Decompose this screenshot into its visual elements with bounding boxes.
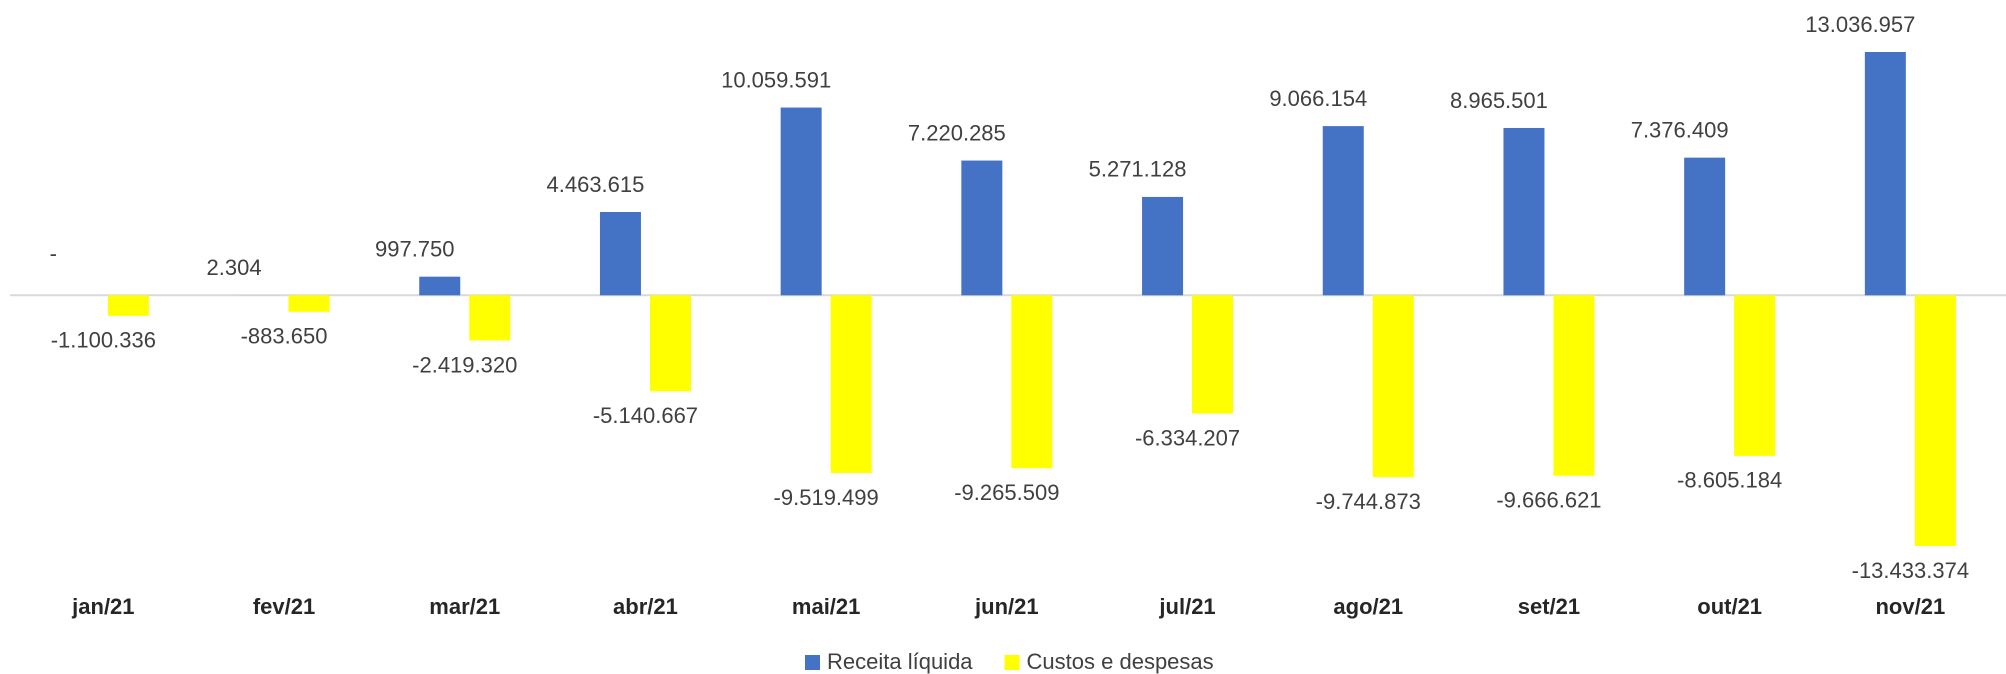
bar	[107, 295, 149, 316]
data-label: -9.519.499	[774, 485, 879, 510]
data-label: -6.334.207	[1135, 425, 1240, 450]
x-tick-label: out/21	[1697, 594, 1762, 619]
bar	[1734, 295, 1776, 456]
bar	[1011, 295, 1053, 469]
data-label: -8.605.184	[1677, 468, 1782, 493]
data-label: 7.376.409	[1631, 117, 1729, 142]
bar	[830, 295, 872, 473]
bar	[1192, 295, 1234, 414]
bar	[1684, 157, 1726, 296]
bar	[1553, 295, 1595, 476]
bar	[1372, 295, 1414, 478]
data-label: -1.100.336	[51, 328, 156, 353]
data-label: -13.433.374	[1852, 558, 1969, 583]
data-label: 5.271.128	[1089, 157, 1187, 182]
data-label: -2.419.320	[412, 352, 517, 377]
legend-swatch	[805, 655, 820, 670]
bar	[469, 295, 511, 341]
x-tick-label: abr/21	[613, 594, 678, 619]
data-label: -5.140.667	[593, 403, 698, 428]
data-label: -9.744.873	[1316, 489, 1421, 514]
legend-label: Custos e despesas	[1027, 649, 1214, 674]
data-label: 2.304	[207, 255, 262, 280]
bar	[649, 295, 691, 392]
data-label: 7.220.285	[908, 120, 1006, 145]
bar	[288, 295, 330, 312]
x-tick-label: ago/21	[1333, 594, 1403, 619]
data-label: 8.965.501	[1450, 88, 1548, 113]
x-tick-label: mai/21	[792, 594, 861, 619]
x-tick-label: jul/21	[1158, 594, 1215, 619]
data-label: 13.036.957	[1805, 12, 1915, 37]
bar	[780, 107, 822, 296]
bar	[599, 211, 641, 296]
x-tick-label: jan/21	[71, 594, 134, 619]
data-label: 9.066.154	[1269, 86, 1367, 111]
data-label: -883.650	[241, 324, 328, 349]
bar	[1914, 295, 1956, 546]
bar	[1864, 52, 1906, 296]
legend-swatch	[1004, 655, 1020, 670]
x-tick-label: nov/21	[1875, 594, 1945, 619]
data-label: 10.059.591	[721, 67, 831, 92]
data-label: -9.265.509	[954, 480, 1059, 505]
data-label: 4.463.615	[547, 172, 645, 197]
bar	[961, 160, 1003, 296]
bar	[419, 276, 461, 296]
x-tick-label: jun/21	[974, 594, 1039, 619]
legend-label: Receita líquida	[827, 649, 973, 674]
x-tick-label: mar/21	[429, 594, 500, 619]
data-label: 997.750	[375, 236, 455, 261]
data-label: -	[50, 241, 57, 266]
bar	[1503, 127, 1545, 296]
x-tick-label: set/21	[1518, 594, 1580, 619]
bar	[1322, 126, 1364, 296]
x-tick-label: fev/21	[253, 594, 315, 619]
data-label: -9.666.621	[1496, 488, 1601, 513]
bar	[1142, 196, 1184, 296]
